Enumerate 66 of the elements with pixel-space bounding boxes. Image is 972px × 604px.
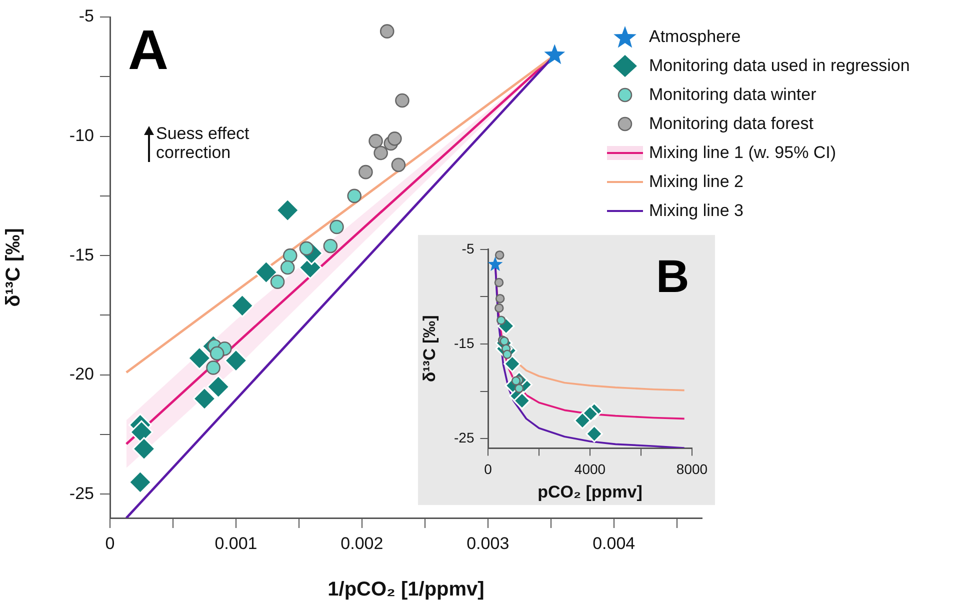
annotation: Suess effect correction bbox=[156, 124, 250, 162]
point bbox=[358, 164, 373, 180]
point bbox=[494, 278, 504, 288]
legend-label: Atmosphere bbox=[649, 26, 741, 46]
point bbox=[276, 198, 300, 222]
point bbox=[224, 348, 248, 372]
x-axis-title: pCO₂ [ppmv] bbox=[538, 482, 642, 502]
point bbox=[395, 93, 410, 108]
point bbox=[544, 44, 566, 64]
point bbox=[206, 375, 230, 399]
x-tick-label: 0.003 bbox=[466, 534, 510, 553]
y-tick-label: -5 bbox=[462, 240, 474, 256]
x-tick-label: 0.004 bbox=[592, 534, 636, 553]
point bbox=[254, 260, 278, 284]
x-tick-label: 0.001 bbox=[214, 534, 258, 553]
x-axis-title: 1/pCO₂ [1/ppmv] bbox=[328, 578, 484, 601]
point bbox=[374, 146, 388, 160]
legend-label: Mixing line 2 bbox=[649, 172, 744, 192]
point bbox=[230, 294, 254, 318]
legend-label: Monitoring data forest bbox=[649, 114, 814, 134]
y-axis-title: δ¹³C [‰] bbox=[420, 315, 439, 382]
legend-label: Monitoring data winter bbox=[649, 84, 816, 104]
point bbox=[504, 355, 521, 372]
point bbox=[132, 437, 156, 461]
point bbox=[330, 220, 344, 234]
point bbox=[210, 346, 224, 361]
legend-label: Mixing line 1 (w. 95% CI) bbox=[649, 142, 836, 162]
y-tick-label: -25 bbox=[454, 429, 474, 446]
point bbox=[586, 425, 603, 442]
point bbox=[488, 256, 503, 271]
point bbox=[368, 134, 383, 148]
point bbox=[206, 360, 220, 375]
point bbox=[347, 188, 362, 204]
chart-title: B bbox=[656, 250, 690, 302]
point bbox=[514, 384, 524, 394]
y-tick-label: -10 bbox=[69, 126, 94, 145]
y-tick-label: -15 bbox=[454, 334, 474, 351]
y-axis-title: δ¹³C [‰] bbox=[2, 228, 25, 307]
point bbox=[574, 412, 592, 430]
legend-label: Mixing line 3 bbox=[649, 200, 744, 220]
legend-label: Monitoring data used in regression bbox=[649, 56, 910, 76]
point bbox=[323, 238, 338, 254]
point bbox=[188, 346, 212, 370]
point bbox=[380, 24, 394, 38]
point bbox=[495, 294, 505, 304]
y-tick-label: -15 bbox=[69, 245, 94, 264]
x-tick-label: 8000 bbox=[676, 461, 708, 478]
point bbox=[388, 132, 402, 146]
point bbox=[128, 470, 152, 494]
chart-title: A bbox=[128, 18, 168, 81]
x-tick-label: 0 bbox=[484, 461, 492, 478]
point bbox=[282, 248, 298, 263]
point bbox=[494, 250, 504, 260]
x-tick-label: 4000 bbox=[574, 461, 606, 478]
y-tick-label: -20 bbox=[69, 364, 94, 384]
point bbox=[270, 274, 285, 289]
point bbox=[513, 392, 531, 410]
x-tick-label: 0 bbox=[105, 534, 115, 553]
y-tick-label: -25 bbox=[69, 484, 94, 503]
point bbox=[280, 260, 295, 275]
point bbox=[391, 158, 406, 172]
x-tick-label: 0.002 bbox=[340, 534, 384, 553]
y-tick-label: -5 bbox=[78, 6, 94, 26]
point bbox=[496, 316, 506, 325]
point bbox=[192, 386, 216, 410]
point bbox=[494, 303, 504, 313]
